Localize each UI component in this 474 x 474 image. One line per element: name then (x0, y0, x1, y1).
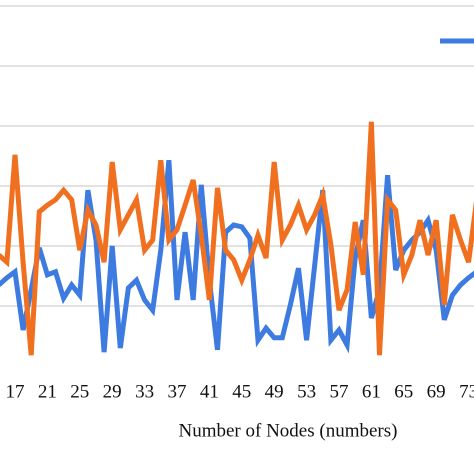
x-tick-label: 73 (459, 381, 474, 402)
x-tick-label: 49 (265, 381, 284, 402)
x-tick-label: 37 (167, 381, 186, 402)
x-tick-label: 41 (200, 381, 219, 402)
x-tick-label: 29 (103, 381, 122, 402)
x-tick-label: 45 (232, 381, 251, 402)
x-tick-label: 65 (394, 381, 413, 402)
series-line (0, 121, 474, 356)
x-tick-label: 61 (362, 381, 381, 402)
x-tick-label: 17 (5, 381, 24, 402)
x-axis-label: Number of Nodes (numbers) (179, 420, 398, 441)
x-tick-label: 53 (297, 381, 316, 402)
x-tick-label: 33 (135, 381, 154, 402)
x-tick-label: 57 (329, 381, 348, 402)
series-line (0, 159, 474, 354)
plot (0, 121, 474, 356)
x-tick-label: 25 (70, 381, 89, 402)
x-tick-label: 21 (38, 381, 57, 402)
x-tick-label: 69 (427, 381, 446, 402)
